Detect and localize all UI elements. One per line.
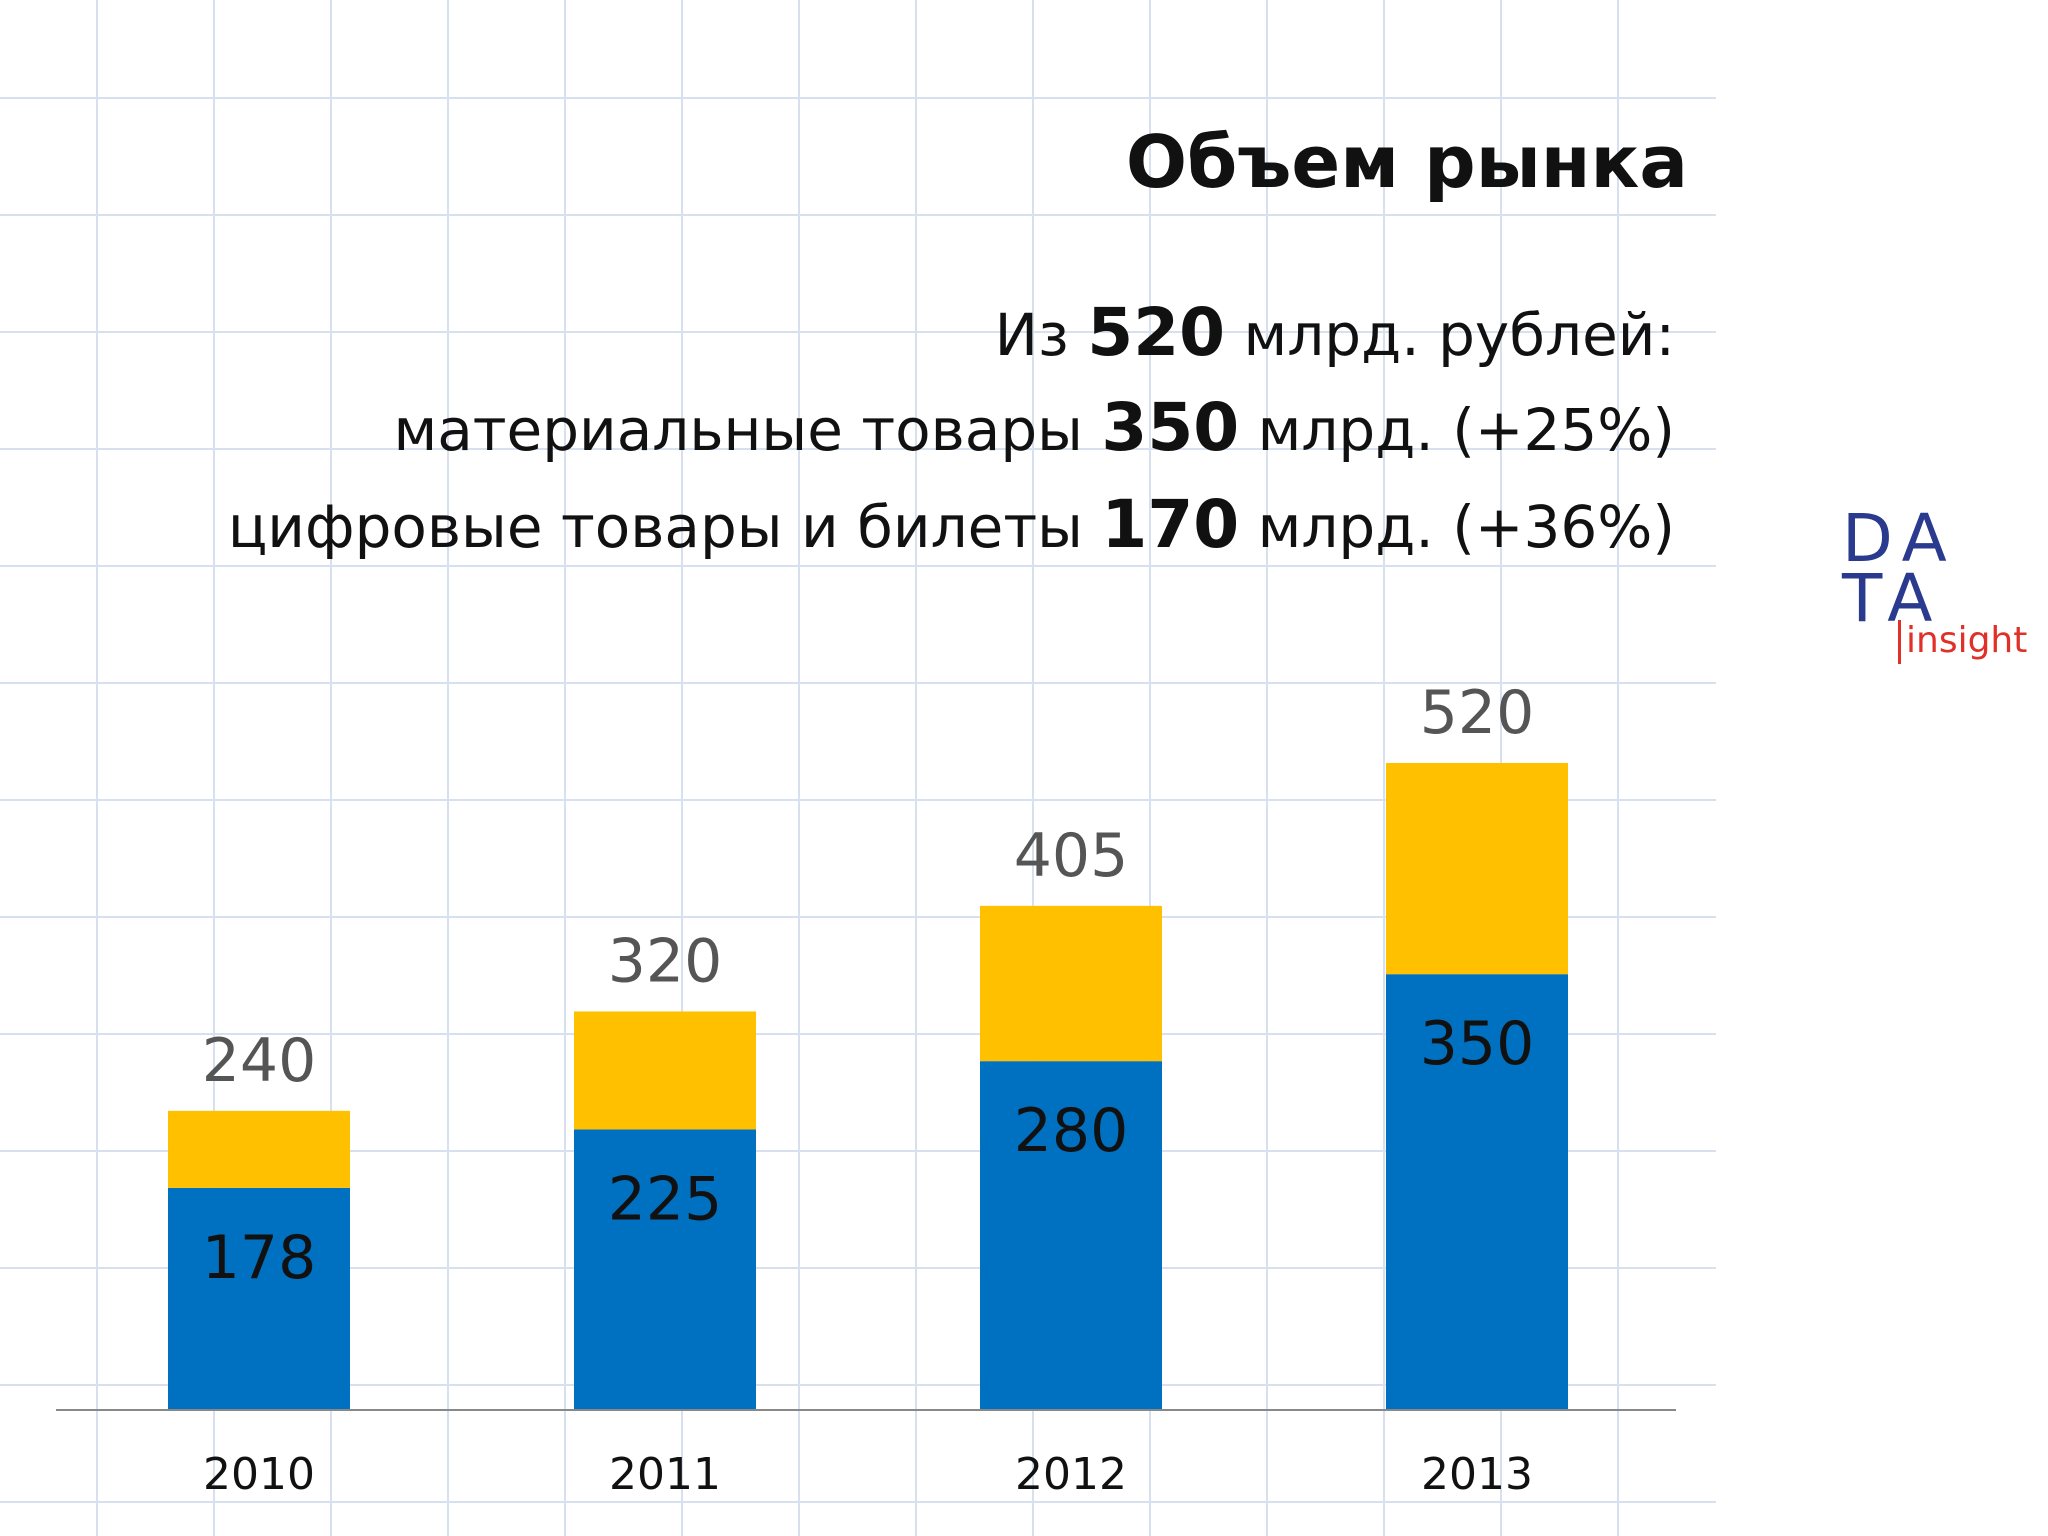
data-label-total: 320 bbox=[608, 926, 723, 996]
bar-segment-top bbox=[168, 1110, 350, 1188]
logo-text-line1: DA bbox=[1842, 500, 1957, 577]
bar-segment-top bbox=[574, 1011, 756, 1130]
subtitle-physical-post: млрд. (+25%) bbox=[1239, 396, 1675, 464]
bar-segment-bottom bbox=[980, 1061, 1162, 1409]
subtitle-digital-pre: цифровые товары и билеты bbox=[227, 493, 1102, 561]
data-label-total: 405 bbox=[1014, 821, 1129, 891]
subtitle-total-post: млрд. рублей: bbox=[1225, 301, 1675, 369]
bar-segment-top bbox=[980, 905, 1162, 1062]
logo-text-line2: TA bbox=[1842, 560, 1943, 637]
logo-tagline: insight bbox=[1906, 620, 2028, 661]
subtitle-total: Из 520 млрд. рублей: bbox=[995, 300, 1675, 366]
data-label-bottom: 350 bbox=[1420, 1009, 1535, 1079]
subtitle-digital-value: 170 bbox=[1101, 486, 1240, 563]
bar-segment-bottom bbox=[168, 1187, 350, 1409]
logo-accent-bar bbox=[1898, 620, 1901, 664]
page-title: Объем рынка bbox=[1125, 120, 1688, 204]
subtitle-total-pre: Из bbox=[994, 301, 1088, 369]
subtitle-digital-post: млрд. (+36%) bbox=[1239, 493, 1675, 561]
subtitle-digital-goods: цифровые товары и билеты 170 млрд. (+36%… bbox=[228, 492, 1675, 558]
stacked-bar-chart: 178 240 2010 225 320 2011 280 405 2012 350 520 2013 bbox=[56, 678, 1676, 1500]
x-tick-label: 2013 bbox=[1421, 1449, 1533, 1500]
bar-segment-top bbox=[1386, 763, 1568, 975]
data-label-total: 520 bbox=[1420, 678, 1535, 748]
x-tick-label: 2011 bbox=[609, 1449, 721, 1500]
data-label-bottom: 225 bbox=[608, 1164, 723, 1234]
data-label-total: 240 bbox=[202, 1026, 317, 1096]
subtitle-total-value: 520 bbox=[1087, 294, 1226, 371]
bar-segment-bottom bbox=[1386, 974, 1568, 1409]
x-tick-label: 2010 bbox=[203, 1449, 315, 1500]
bar-segment-bottom bbox=[574, 1129, 756, 1409]
subtitle-physical-value: 350 bbox=[1101, 389, 1240, 466]
x-tick-label: 2012 bbox=[1015, 1449, 1127, 1500]
subtitle-physical-pre: материальные товары bbox=[393, 396, 1102, 464]
data-label-bottom: 178 bbox=[202, 1223, 317, 1293]
subtitle-physical-goods: материальные товары 350 млрд. (+25%) bbox=[393, 395, 1675, 461]
data-label-bottom: 280 bbox=[1014, 1096, 1129, 1166]
